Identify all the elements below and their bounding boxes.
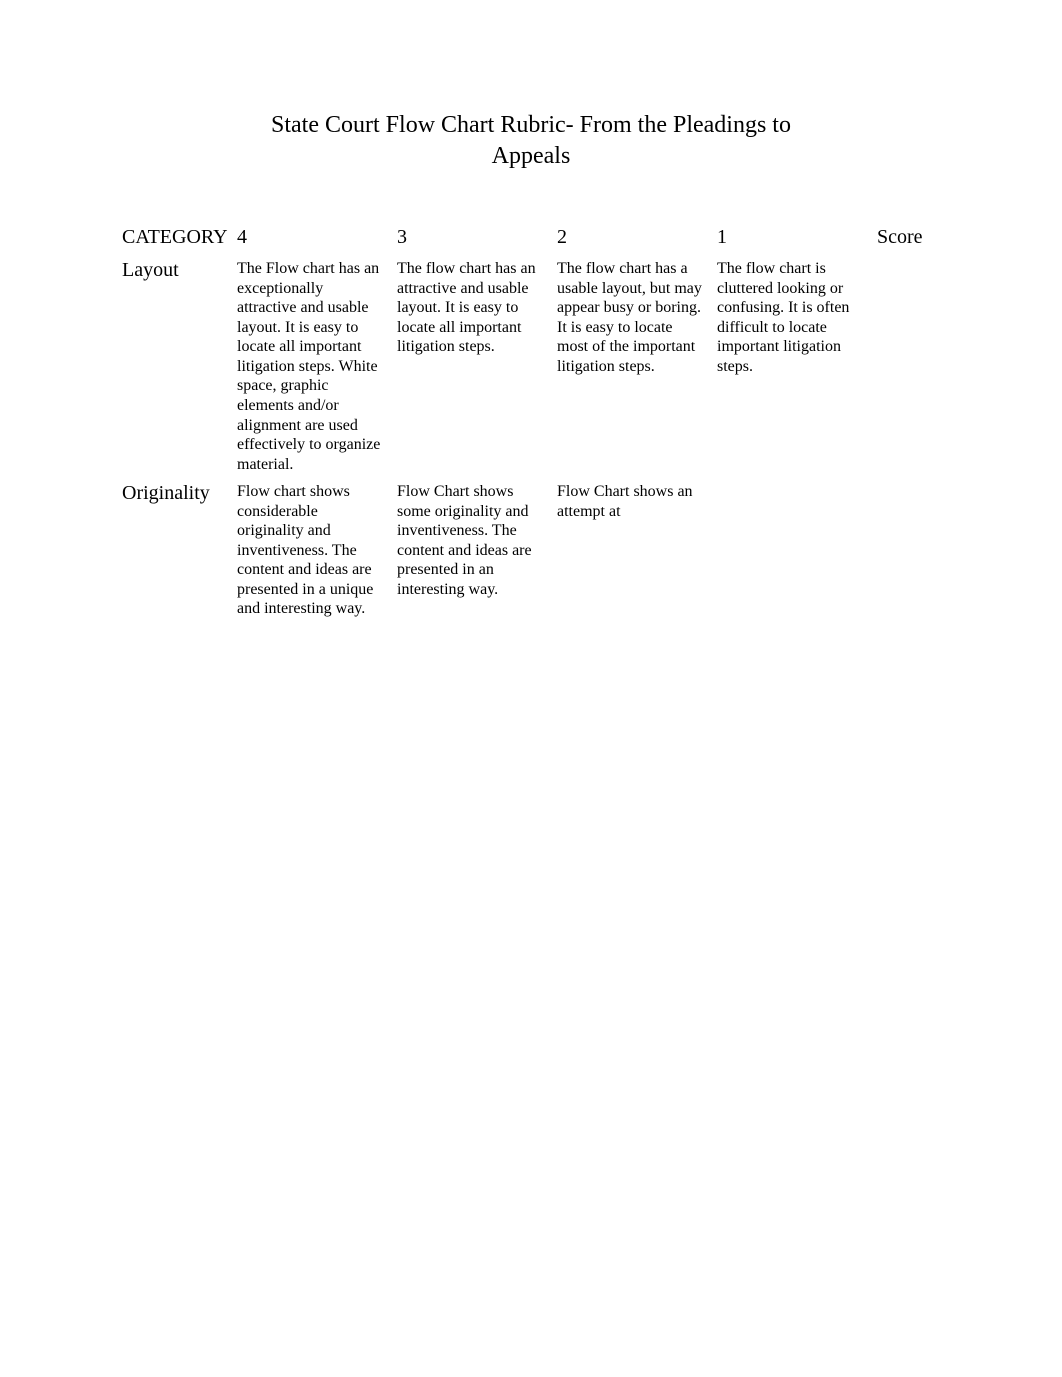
col-header-1: 1: [715, 222, 875, 255]
table-header-row: CATEGORY 4 3 2 1 Score: [120, 222, 945, 255]
col-header-score: Score: [875, 222, 945, 255]
row-category: Layout: [120, 255, 235, 478]
row-cell-2: Flow Chart shows an attempt at: [555, 478, 715, 623]
col-header-category: CATEGORY: [120, 222, 235, 255]
row-cell-score: [875, 255, 945, 478]
page-title: State Court Flow Chart Rubric- From the …: [251, 110, 811, 172]
rubric-table: CATEGORY 4 3 2 1 Score Layout The Flow c…: [120, 222, 945, 622]
row-cell-3: Flow Chart shows some originality and in…: [395, 478, 555, 623]
col-header-3: 3: [395, 222, 555, 255]
col-header-2: 2: [555, 222, 715, 255]
row-cell-2: The flow chart has a usable layout, but …: [555, 255, 715, 478]
row-cell-1: [715, 478, 875, 623]
row-cell-score: [875, 478, 945, 623]
row-cell-4: Flow chart shows considerable originalit…: [235, 478, 395, 623]
col-header-4: 4: [235, 222, 395, 255]
row-cell-4: The Flow chart has an exceptionally attr…: [235, 255, 395, 478]
row-category: Originality: [120, 478, 235, 623]
table-row: Originality Flow chart shows considerabl…: [120, 478, 945, 623]
row-cell-1: The flow chart is cluttered looking or c…: [715, 255, 875, 478]
table-row: Layout The Flow chart has an exceptional…: [120, 255, 945, 478]
row-cell-3: The flow chart has an attractive and usa…: [395, 255, 555, 478]
